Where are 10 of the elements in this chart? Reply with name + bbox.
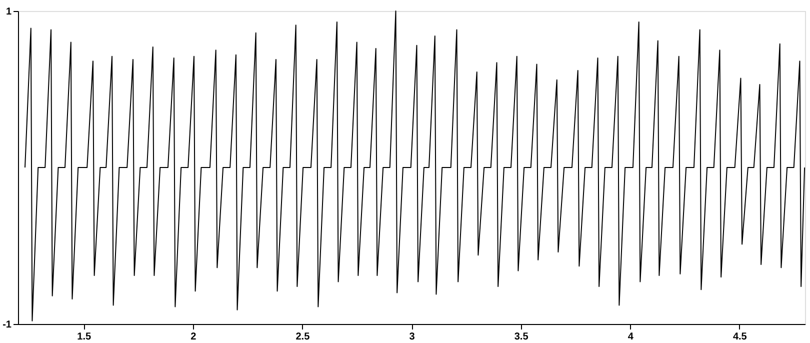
x-tick-label: 4 [628, 332, 634, 342]
x-tick-label: 4.5 [732, 332, 748, 342]
y-tick-label: 1 [6, 6, 12, 18]
x-tick-label: 3 [409, 332, 416, 342]
x-tick-label: 2.5 [296, 332, 310, 342]
x-tick-label: 3.5 [514, 332, 529, 342]
x-tick-label: 2 [190, 332, 197, 342]
line-series [24, 10, 806, 322]
y-tick-label: -1 [2, 320, 12, 330]
x-tick-label: 1.5 [77, 332, 92, 342]
